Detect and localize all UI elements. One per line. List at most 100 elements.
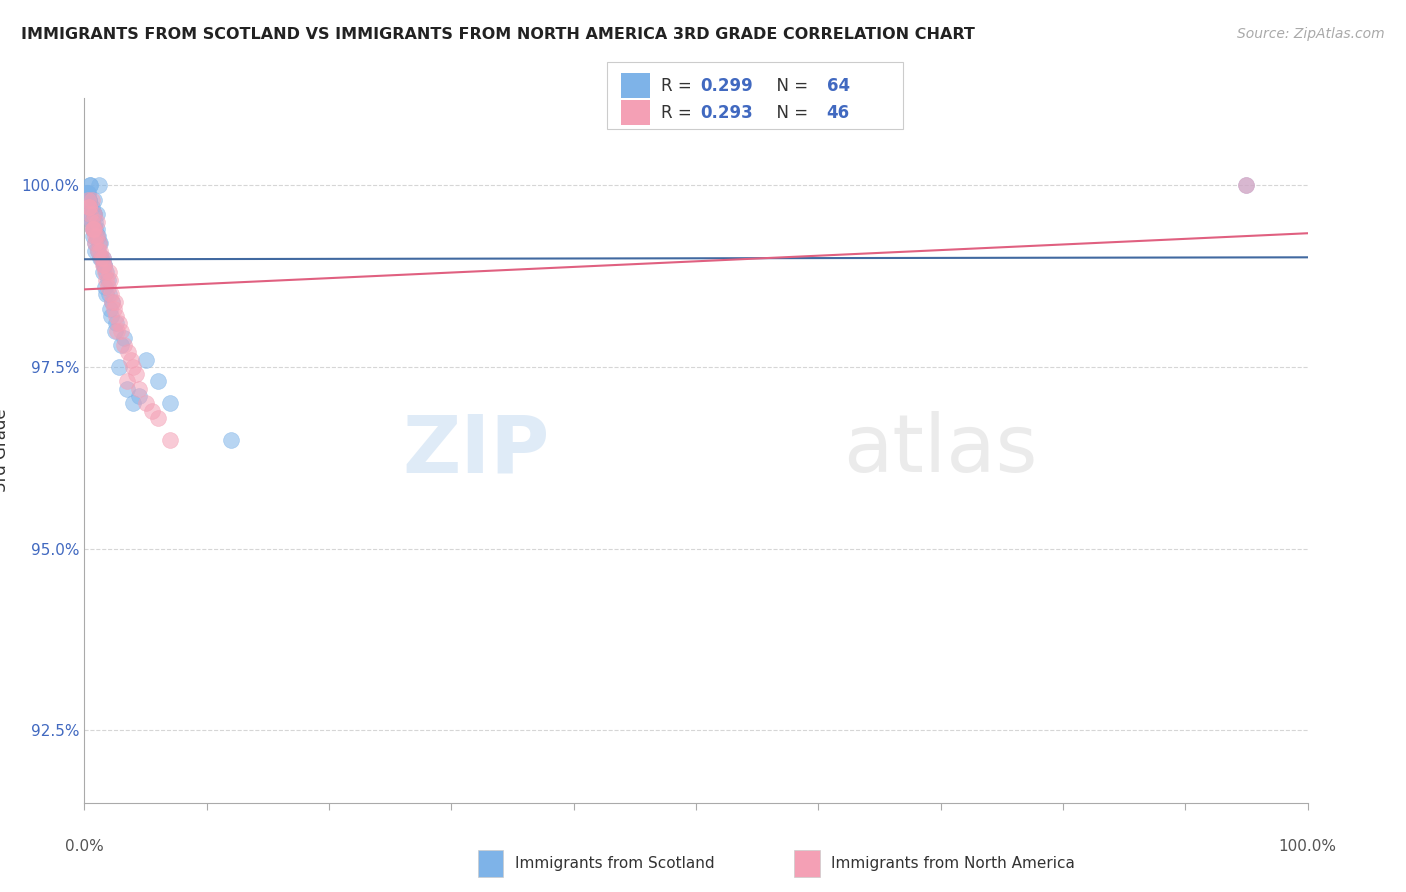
Point [80,193,103,207]
Text: 64: 64 [827,77,849,95]
Point [110,338,132,352]
Point [82,229,104,244]
Point [97,280,120,294]
Point [77,200,100,214]
Point [79,207,101,221]
Point [105,324,128,338]
Point [76,186,98,200]
Point [1236,178,1258,193]
Point [128,382,150,396]
Point [110,324,132,338]
Point [101,294,124,309]
Point [105,316,128,330]
Point [87,178,110,193]
Point [141,403,163,417]
Point [77,193,100,207]
Point [104,324,127,338]
Point [89,236,111,251]
Point [104,294,127,309]
Point [77,200,100,214]
Point [96,287,118,301]
Point [96,265,118,279]
Point [83,222,105,236]
Text: ZIP: ZIP [402,411,550,490]
Point [120,352,142,367]
Point [107,359,129,374]
Point [86,229,108,244]
Point [83,207,105,221]
Point [77,193,100,207]
Point [79,200,101,214]
Point [100,309,122,323]
Text: R =: R = [661,77,697,95]
Point [79,178,101,193]
Point [97,273,120,287]
Point [100,287,122,301]
Point [86,222,108,236]
Point [77,186,100,200]
Point [112,338,135,352]
Point [107,316,129,330]
Point [93,258,115,272]
Point [77,200,100,214]
Point [128,389,150,403]
Point [89,244,111,258]
Point [112,331,135,345]
Point [146,375,169,389]
Point [83,193,105,207]
Point [87,244,110,258]
Point [159,396,181,410]
Point [117,345,139,359]
Point [79,207,101,221]
Point [97,265,120,279]
Text: N =: N = [766,77,814,95]
Point [90,251,112,265]
Point [83,222,105,236]
Point [84,229,107,244]
Point [84,222,107,236]
Point [80,214,103,228]
Point [77,186,100,200]
Text: IMMIGRANTS FROM SCOTLAND VS IMMIGRANTS FROM NORTH AMERICA 3RD GRADE CORRELATION : IMMIGRANTS FROM SCOTLAND VS IMMIGRANTS F… [21,27,974,42]
Point [80,200,103,214]
Text: atlas: atlas [842,411,1038,490]
Point [80,214,103,228]
Point [135,396,157,410]
Point [93,258,115,272]
Point [115,382,138,396]
Point [1236,178,1258,193]
Point [89,251,111,265]
Text: 0.293: 0.293 [700,103,754,121]
Point [115,375,138,389]
Point [79,178,101,193]
Point [87,244,110,258]
Point [82,222,104,236]
Point [146,410,169,425]
Point [77,200,100,214]
Point [87,229,110,244]
Point [82,222,104,236]
Point [84,244,107,258]
Point [84,236,107,251]
Text: N =: N = [766,103,814,121]
Text: R =: R = [661,103,697,121]
Text: Immigrants from North America: Immigrants from North America [831,856,1074,871]
Point [90,251,112,265]
Point [101,294,124,309]
Point [94,280,117,294]
Point [77,193,100,207]
Point [82,222,104,236]
Point [77,193,100,207]
Text: 100.0%: 100.0% [1278,839,1337,855]
Point [84,236,107,251]
Point [97,287,120,301]
Point [93,258,115,272]
Point [159,433,181,447]
Text: 0.299: 0.299 [700,77,754,95]
Point [86,207,108,221]
Point [135,352,157,367]
Point [96,273,118,287]
Point [91,265,114,279]
Point [125,367,148,381]
Point [87,236,110,251]
